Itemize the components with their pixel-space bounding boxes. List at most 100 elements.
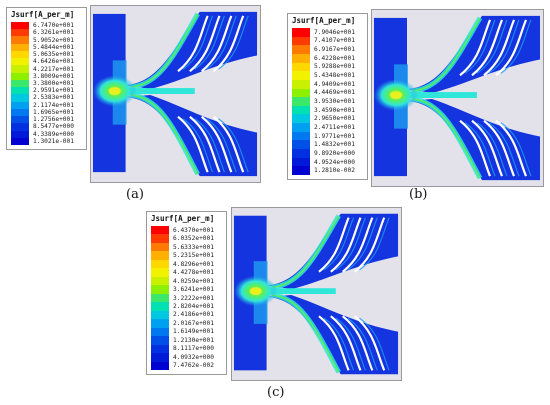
legend-color-swatch xyxy=(151,336,169,346)
legend-color-swatch xyxy=(11,22,29,30)
legend-tick-label: 1.2756e+001 xyxy=(33,116,74,124)
legend-color-swatch xyxy=(151,293,169,303)
legend-tick-label: 4.9409e+001 xyxy=(314,80,355,88)
legend-color-swatch xyxy=(292,62,310,72)
legend-tick-label: 5.9052e+001 xyxy=(33,36,74,44)
legend-tick-label: 1.3021e-001 xyxy=(33,137,74,145)
upper-arm xyxy=(407,15,540,94)
upper-slot-current xyxy=(323,217,355,271)
legend-tick-label: 3.2222e+001 xyxy=(173,294,214,302)
legend-color-swatch xyxy=(292,36,310,46)
legend-tick-label: 1.2130e+001 xyxy=(173,336,214,344)
lower-slot-current xyxy=(500,122,532,177)
lower-slot-current xyxy=(182,118,214,173)
caption-a: (a) xyxy=(126,187,144,202)
upper-slot-current xyxy=(206,15,237,70)
feed-hotspot-core xyxy=(108,87,121,95)
legend-color-swatch xyxy=(151,361,169,371)
legend-tick-label: 4.0259e+001 xyxy=(173,277,214,285)
upper-slot xyxy=(330,217,362,273)
legend-tick-label: 5.4348e+001 xyxy=(314,72,355,80)
legend-color-swatch xyxy=(151,259,169,269)
legend-tick-label: 9.8920e+000 xyxy=(314,149,355,157)
legend-tick-label: 5.4844e+001 xyxy=(33,43,74,51)
legend-color-swatch xyxy=(292,131,310,141)
legend-tick-label: 3.3800e+001 xyxy=(33,80,74,87)
legend-tick-label: 3.4590e+001 xyxy=(314,106,355,114)
legend-tick-label: 1.9771e+001 xyxy=(314,132,355,140)
legend-tick-label: 6.0352e+001 xyxy=(173,235,214,243)
legend-color-swatch xyxy=(151,344,169,354)
lower-arm xyxy=(266,294,399,375)
lower-slot xyxy=(471,119,504,177)
legend-tick-label: 2.4711e+001 xyxy=(314,123,355,131)
upper-slot-current xyxy=(218,15,249,70)
field-plot-svg xyxy=(233,213,399,375)
legend-tick-label: 4.4278e+001 xyxy=(173,269,214,277)
center-strip xyxy=(266,288,336,294)
legend-color-swatch xyxy=(11,58,29,66)
legend-tick-label: 4.3389e+000 xyxy=(33,130,74,138)
upper-slot-current xyxy=(359,217,390,271)
legend-tick-label: 5.0635e+001 xyxy=(33,51,74,59)
legend-color-swatch xyxy=(11,87,29,95)
lower-slot-current xyxy=(464,122,496,177)
lower-slot-current xyxy=(476,122,508,177)
upper-edge-peak xyxy=(130,13,199,88)
field-plot-svg xyxy=(92,11,258,177)
legend-color-swatch xyxy=(151,251,169,261)
field-plot-svg xyxy=(374,15,540,181)
upper-slot xyxy=(495,19,528,77)
upper-slot-current xyxy=(464,19,496,74)
legend-tick-label: 5.9288e+001 xyxy=(314,63,355,71)
upper-slot-current xyxy=(500,19,532,74)
lower-slot-current xyxy=(335,317,366,371)
legend-color-swatch xyxy=(292,71,310,81)
legend-color-swatch xyxy=(292,88,310,98)
legend-tick-label: 1.2810e-002 xyxy=(314,167,355,175)
upper-edge-peak xyxy=(411,17,481,92)
legend-tick-label: 1.6965e+001 xyxy=(33,108,74,116)
legend-color-swatch xyxy=(151,319,169,329)
lower-slot xyxy=(495,119,528,177)
legend-tick-label: 8.5477e+000 xyxy=(33,123,74,131)
legend-b: Jsurf[A_per_m] 7.9046e+001 7.4107e+001 6.9… xyxy=(287,13,368,180)
upper-slot xyxy=(342,217,374,273)
lower-slot-current xyxy=(359,317,390,371)
lower-slot-current xyxy=(488,122,520,177)
upper-slot xyxy=(459,19,492,77)
legend-title: Jsurf[A_per_m] xyxy=(11,10,75,19)
legend-color-swatch xyxy=(151,353,169,363)
lower-slot-current xyxy=(218,118,249,173)
legend-color-swatch xyxy=(292,149,310,159)
upper-slot-current xyxy=(476,19,508,74)
field-plot-a xyxy=(90,5,261,183)
upper-slot-current xyxy=(182,15,214,70)
legend-tick-label: 7.4762e-002 xyxy=(173,362,214,370)
upper-slot-current xyxy=(194,15,225,70)
upper-slot-current xyxy=(488,19,520,74)
caption-c: (c) xyxy=(267,385,285,400)
lower-slot xyxy=(483,119,516,177)
legend-color-swatch xyxy=(11,79,29,88)
caption-b: (b) xyxy=(409,187,428,202)
legend-color-swatch xyxy=(292,123,310,133)
legend-tick-label: 2.5383e+001 xyxy=(33,94,74,102)
legend-color-swatch xyxy=(292,105,310,115)
lower-slot xyxy=(212,115,245,173)
legend-tick-label: 3.9530e+001 xyxy=(314,98,355,105)
legend-color-swatch xyxy=(292,157,310,167)
legend-tick-label: 4.9524e+000 xyxy=(314,158,355,166)
legend-c: Jsurf[A_per_m] 6.4370e+001 6.0352e+001 5.6… xyxy=(146,211,227,375)
upper-slot-current xyxy=(347,217,378,271)
legend-tick-label: 6.7470e+001 xyxy=(33,22,74,30)
legend-tick-label: 4.2217e+001 xyxy=(33,65,74,73)
legend-tick-label: 4.6426e+001 xyxy=(33,58,74,66)
legend-tick-label: 8.1117e+000 xyxy=(173,345,214,353)
legend-tick-label: 2.0167e+001 xyxy=(173,319,214,327)
legend-tick-label: 6.3261e+001 xyxy=(33,29,74,37)
upper-slot xyxy=(353,217,386,273)
field-plot-b xyxy=(371,9,544,187)
upper-slot xyxy=(177,15,209,73)
legend-color-swatch xyxy=(11,43,29,52)
